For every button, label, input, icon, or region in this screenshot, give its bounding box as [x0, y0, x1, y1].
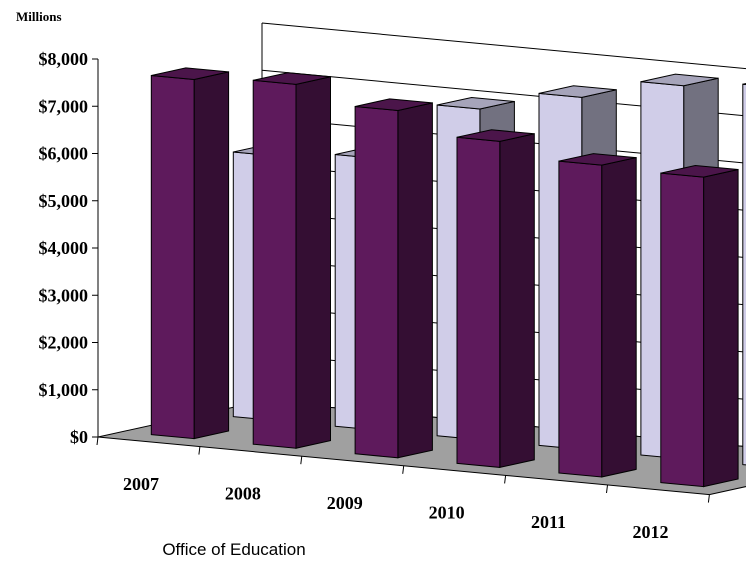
bar-side-face	[295, 76, 331, 449]
bar-side-face	[193, 71, 230, 440]
bar-top-face	[640, 73, 719, 87]
x-tick-label: 2011	[531, 512, 566, 532]
bar-ngf-2012	[742, 82, 746, 466]
bar-side-face	[703, 168, 739, 488]
x-tick	[504, 475, 507, 484]
x-tick	[300, 456, 303, 465]
x-tick-label: 2010	[429, 503, 465, 523]
bar-top-face	[354, 98, 433, 112]
bar-front-face	[742, 83, 746, 466]
bar-front-face	[558, 160, 603, 478]
y-tick-label: $2,000	[39, 333, 89, 353]
bar-top-face	[742, 82, 746, 86]
bar-gf-2012	[660, 164, 739, 488]
gridline	[261, 22, 746, 70]
y-units-label: Millions	[16, 9, 62, 24]
bar-gf-2010	[456, 129, 535, 469]
bar-top-face	[538, 85, 617, 98]
bar-top-face	[456, 129, 535, 142]
x-tick	[96, 436, 99, 446]
y-tick-label: $6,000	[39, 144, 89, 164]
y-tick-label: $7,000	[39, 96, 89, 116]
y-tick-label: $1,000	[39, 380, 89, 400]
chart-axis-layer: $0 $1,000 $2,000 $3,000 $4,000 $5,000 $6,000 $7…	[39, 49, 710, 542]
bar-gf-2011	[558, 153, 637, 478]
bar-gf-2007	[150, 67, 230, 440]
bar-top-face	[660, 164, 739, 178]
y-tick-label: $8,000	[39, 49, 89, 69]
bar-top-face	[436, 96, 515, 110]
x-tick	[707, 494, 710, 503]
y-tick-label: $5,000	[39, 191, 89, 211]
bar-top-face	[151, 67, 229, 81]
y-tick-label: $4,000	[39, 238, 89, 258]
y-tick-label: $3,000	[39, 285, 89, 305]
bar-side-face	[397, 102, 433, 459]
x-tick-label: 2009	[327, 493, 363, 513]
chart-bars-layer	[150, 67, 746, 488]
bar-front-face	[150, 74, 195, 440]
bar-top-face	[558, 153, 637, 166]
bar-side-face	[601, 156, 637, 478]
chart-caption: Office of Education	[162, 540, 305, 559]
bar-front-face	[660, 172, 705, 488]
x-tick-label: 2008	[225, 483, 261, 503]
x-tick-label: 2012	[632, 522, 668, 542]
bar-side-face	[499, 133, 535, 469]
x-tick	[402, 465, 405, 474]
bar-front-face	[456, 136, 501, 468]
bar-front-face	[354, 105, 399, 459]
x-tick	[606, 484, 608, 494]
bar-gf-2008	[252, 72, 331, 449]
y-tick-label: $0	[70, 427, 88, 447]
bar-gf-2009	[354, 98, 433, 459]
x-tick-label: 2007	[123, 474, 159, 494]
bar-top-face	[253, 72, 331, 85]
bar-front-face	[252, 79, 297, 449]
x-tick	[198, 446, 201, 455]
